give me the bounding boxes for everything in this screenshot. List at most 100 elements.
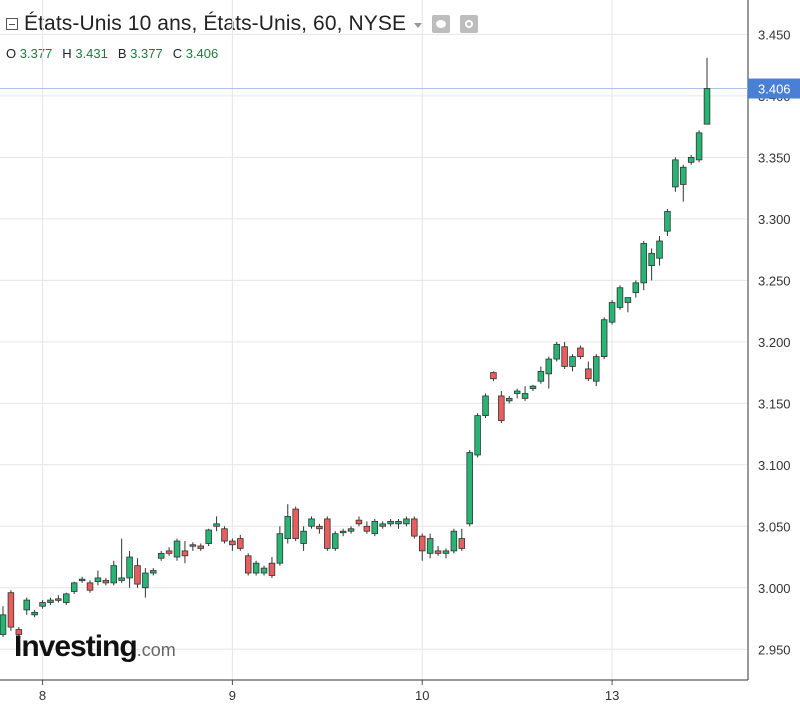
- candle-body: [608, 302, 616, 323]
- candle-body: [213, 523, 220, 527]
- candle-body: [244, 555, 252, 574]
- candle-body: [70, 582, 78, 592]
- candle-body: [94, 577, 102, 583]
- candle-body: [363, 525, 371, 532]
- candle-body: [648, 252, 655, 267]
- last-price-label: 3.406: [758, 82, 791, 97]
- ohlc-readout: O 3.377 H 3.431 B 3.377 C 3.406: [6, 46, 218, 61]
- candle-body: [134, 565, 141, 585]
- candle-body: [537, 370, 545, 382]
- candle-body: [126, 556, 133, 579]
- y-tick-label: 3.250: [758, 273, 791, 288]
- candle-body: [577, 347, 584, 358]
- ohlc-close: C 3.406: [172, 46, 219, 61]
- candle-body: [403, 518, 410, 525]
- candle-body: [569, 356, 576, 367]
- x-tick-label: 8: [39, 688, 46, 703]
- candle-body: [395, 520, 402, 525]
- y-tick-label: 3.000: [758, 581, 791, 596]
- x-tick-label: 13: [605, 688, 619, 703]
- candle-body: [268, 562, 276, 576]
- candle-body: [426, 538, 434, 554]
- collapse-icon[interactable]: [6, 18, 18, 30]
- candle-body: [55, 598, 62, 601]
- candle-body: [347, 528, 355, 532]
- candle-body: [371, 520, 379, 535]
- candle-body: [355, 519, 363, 525]
- candle-body: [561, 346, 568, 367]
- candle-body: [316, 525, 323, 530]
- ohlc-high: H 3.431: [62, 46, 108, 61]
- y-tick-label: 3.150: [758, 396, 791, 411]
- candle-body: [15, 629, 23, 635]
- y-tick-label: 3.300: [758, 212, 791, 227]
- x-tick-label: 10: [415, 688, 429, 703]
- y-tick-label: 3.350: [758, 150, 791, 165]
- candle-body: [181, 550, 189, 557]
- gear-icon[interactable]: [460, 15, 479, 33]
- candle-body: [703, 88, 711, 125]
- y-tick-label: 3.450: [758, 27, 791, 42]
- candle-body: [63, 593, 70, 603]
- candle-body: [695, 132, 703, 161]
- eye-icon[interactable]: [432, 15, 451, 33]
- candle-body: [632, 282, 640, 294]
- candle-body: [664, 211, 671, 232]
- candle-body: [197, 545, 205, 549]
- candle-body: [411, 518, 418, 537]
- candle-body: [442, 550, 450, 554]
- candle-body: [379, 523, 386, 527]
- candle-body: [229, 540, 236, 546]
- candle-body: [31, 611, 38, 616]
- candle-body: [189, 544, 197, 547]
- ohlc-open: O 3.377: [6, 46, 53, 61]
- y-tick-label: 3.100: [758, 458, 791, 473]
- candle-body: [482, 395, 489, 417]
- candle-body: [545, 358, 553, 375]
- candle-body: [237, 538, 244, 549]
- candle-body: [86, 582, 94, 591]
- candle-body: [173, 540, 181, 558]
- candle-body: [672, 159, 679, 188]
- candle-body: [292, 508, 299, 539]
- candle-body: [434, 550, 442, 554]
- candle-body: [78, 578, 86, 582]
- candle-body: [308, 518, 315, 527]
- candle-body: [205, 529, 212, 544]
- y-tick-label: 3.050: [758, 519, 791, 534]
- candle-body: [640, 243, 647, 284]
- candle-body: [118, 577, 125, 581]
- candle-body: [490, 372, 497, 380]
- candle-body: [221, 528, 228, 542]
- ohlc-low: B 3.377: [117, 46, 163, 61]
- candle-body: [110, 565, 117, 584]
- candle-body: [450, 530, 458, 552]
- candle-body: [260, 567, 268, 574]
- chevron-down-icon[interactable]: [414, 22, 423, 28]
- candle-body: [656, 240, 663, 259]
- y-tick-label: 3.200: [758, 335, 791, 350]
- candle-body: [300, 530, 307, 544]
- candle-body: [284, 516, 292, 539]
- candle-body: [513, 390, 521, 394]
- candle-body: [39, 602, 46, 607]
- candle-body: [165, 550, 173, 554]
- candle-body: [324, 518, 331, 549]
- candle-body: [0, 614, 7, 635]
- candle-body: [474, 415, 481, 456]
- candle-body: [150, 570, 157, 574]
- candle-body: [339, 530, 347, 534]
- candle-body: [529, 385, 537, 389]
- candle-body: [593, 356, 600, 382]
- candle-body: [331, 533, 339, 549]
- candle-body: [505, 398, 513, 402]
- candle-body: [553, 343, 560, 360]
- candle-body: [498, 395, 505, 421]
- chart-header: États-Unis 10 ans, États-Unis, 60, NYSE: [6, 12, 479, 36]
- investing-logo: Investing.com: [14, 630, 176, 663]
- candle-body: [7, 592, 15, 628]
- x-tick-label: 9: [229, 688, 236, 703]
- candle-body: [616, 287, 624, 308]
- candle-body: [47, 599, 54, 603]
